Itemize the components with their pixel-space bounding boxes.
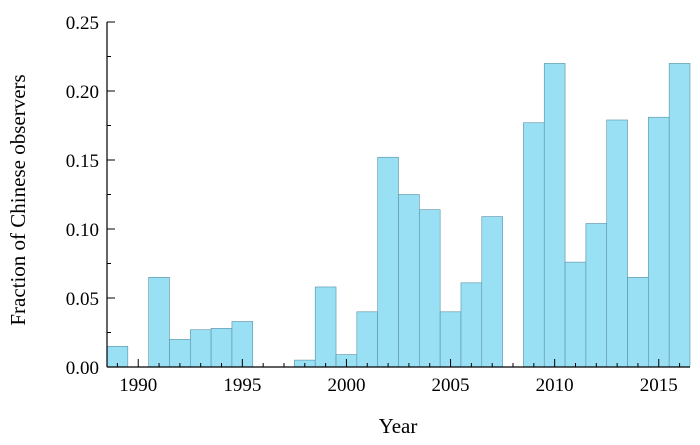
x-ticks-group: 1990 1995 2000 2005 2010 2015: [116, 359, 681, 396]
bar-1999: [314, 286, 337, 368]
y-axis-label: Fraction of Chinese observers: [6, 74, 30, 325]
bar-2011: [564, 261, 587, 368]
bar-2005: [439, 311, 462, 368]
x-tick-label: 1995: [223, 375, 261, 396]
bar-2010: [543, 63, 566, 368]
bar-2014: [627, 276, 649, 368]
bar-1991: [148, 276, 170, 368]
bar-2003: [398, 194, 420, 368]
bar-2007: [481, 216, 503, 368]
bar-2015: [648, 116, 670, 368]
x-tick-label: 2005: [432, 375, 470, 396]
y-tick-label: 0.25: [66, 13, 99, 34]
y-tick-label: 0.15: [66, 151, 99, 172]
x-tick-label: 2015: [640, 375, 678, 396]
y-tick-label: 0.05: [66, 289, 99, 310]
bar-1993: [189, 329, 212, 368]
bar-2001: [356, 311, 378, 368]
bar-2012: [585, 223, 608, 368]
bar-2006: [460, 282, 483, 368]
bar-2009: [523, 122, 545, 368]
x-axis-label: Year: [379, 414, 418, 438]
bar-2004: [419, 209, 441, 368]
x-tick-label: 1990: [119, 375, 157, 396]
bar-2016: [668, 63, 691, 368]
x-tick-label: 2000: [327, 375, 365, 396]
bars-group: [106, 63, 691, 368]
y-tick-label: 0.20: [66, 82, 99, 103]
x-tick-label: 2010: [536, 375, 574, 396]
bar-2002: [377, 156, 399, 368]
y-ticks-group: 0.00 0.05 0.10 0.15 0.20 0.25: [66, 13, 115, 379]
y-tick-label: 0.10: [66, 220, 99, 241]
y-tick-label: 0.00: [66, 358, 99, 379]
bar-1994: [210, 328, 233, 368]
bar-1992: [169, 339, 191, 368]
bar-2013: [606, 119, 628, 368]
